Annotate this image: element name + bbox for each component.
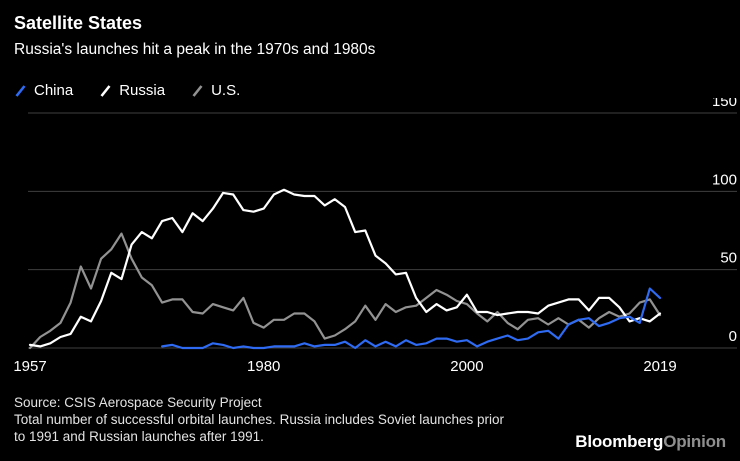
svg-text:2019: 2019 <box>643 358 676 375</box>
note-line-2: to 1991 and Russian launches after 1991. <box>14 429 264 444</box>
opinion-logo-text: Opinion <box>663 432 726 451</box>
source-line: Source: CSIS Aerospace Security Project <box>14 395 262 410</box>
series-line-russia <box>28 188 662 348</box>
axis-tick-labels: 0 50 100 150 1957 1980 2000 2019 <box>13 98 737 375</box>
legend-item-us: U.S. <box>191 82 240 99</box>
legend-item-russia: Russia <box>99 82 165 99</box>
svg-text:50: 50 <box>720 250 737 267</box>
svg-text:1980: 1980 <box>247 358 280 375</box>
svg-text:0: 0 <box>729 328 737 345</box>
chart-subtitle: Russia's launches hit a peak in the 1970… <box>14 41 376 58</box>
series-line-us <box>28 232 662 350</box>
source-note: Source: CSIS Aerospace Security Project … <box>14 394 504 445</box>
legend-item-china: China <box>14 82 73 99</box>
legend-label-russia: Russia <box>119 82 166 99</box>
bloomberg-logo-text: Bloomberg <box>575 432 664 451</box>
svg-text:150: 150 <box>712 98 737 110</box>
svg-text:1957: 1957 <box>13 358 46 375</box>
page-title: Satellite States <box>14 13 143 33</box>
chart-series-lines <box>28 188 662 350</box>
svg-text:2000: 2000 <box>450 358 483 375</box>
bloomberg-opinion-logo: BloombergOpinion <box>575 432 726 452</box>
us-line-swatch-icon <box>192 84 203 97</box>
note-line-1: Total number of successful orbital launc… <box>14 412 505 427</box>
china-line-swatch-icon <box>15 84 26 97</box>
series-line-china <box>161 287 662 350</box>
gridlines <box>28 112 737 349</box>
chart-legend: China Russia U.S. <box>14 82 240 99</box>
legend-label-us: U.S. <box>211 82 241 99</box>
svg-text:100: 100 <box>712 171 737 188</box>
russia-line-swatch-icon <box>100 84 111 97</box>
legend-label-china: China <box>34 82 74 99</box>
launches-line-chart: 0 50 100 150 1957 1980 2000 2019 <box>13 98 737 375</box>
